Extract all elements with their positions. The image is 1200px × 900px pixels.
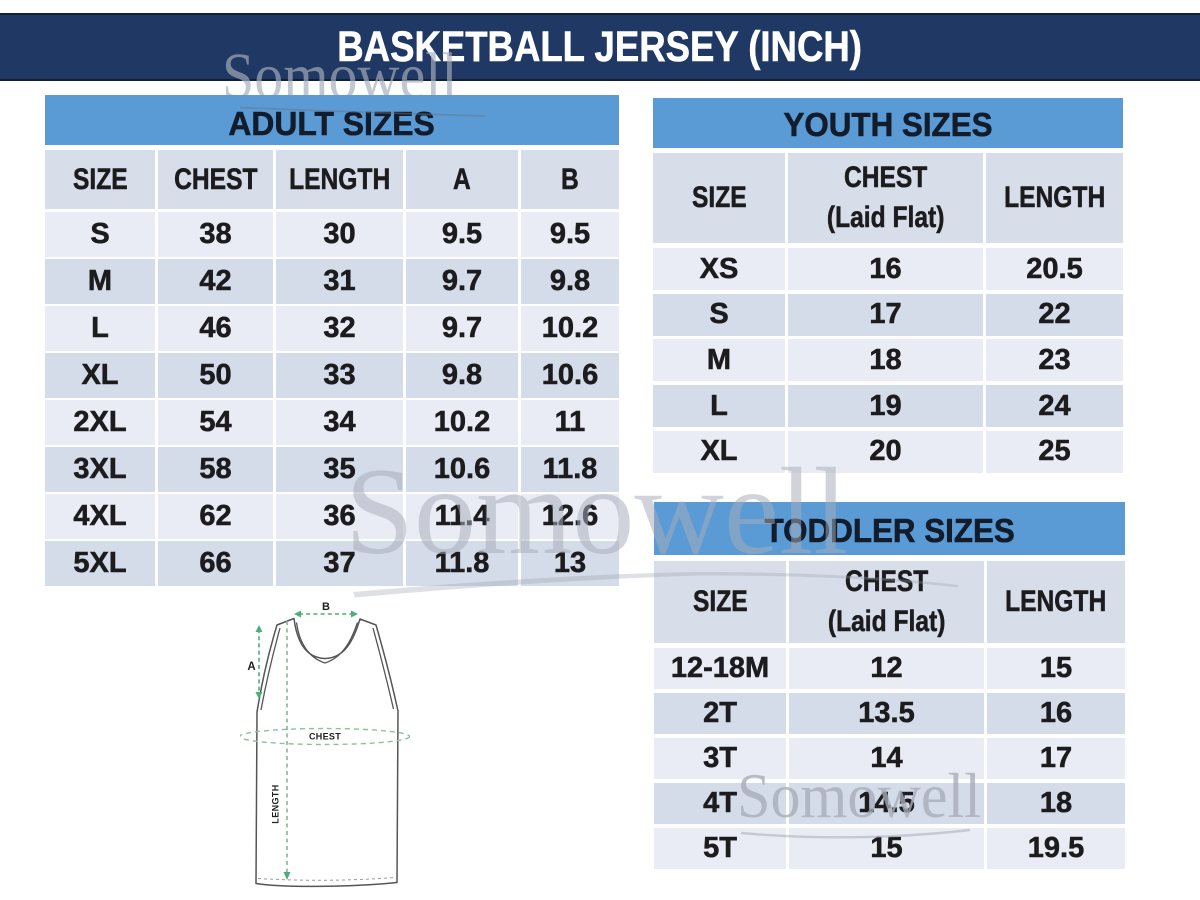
svg-text:B: B — [322, 601, 330, 613]
svg-text:CHEST: CHEST — [309, 732, 341, 742]
svg-text:A: A — [247, 661, 255, 673]
svg-text:LENGTH: LENGTH — [271, 784, 281, 823]
